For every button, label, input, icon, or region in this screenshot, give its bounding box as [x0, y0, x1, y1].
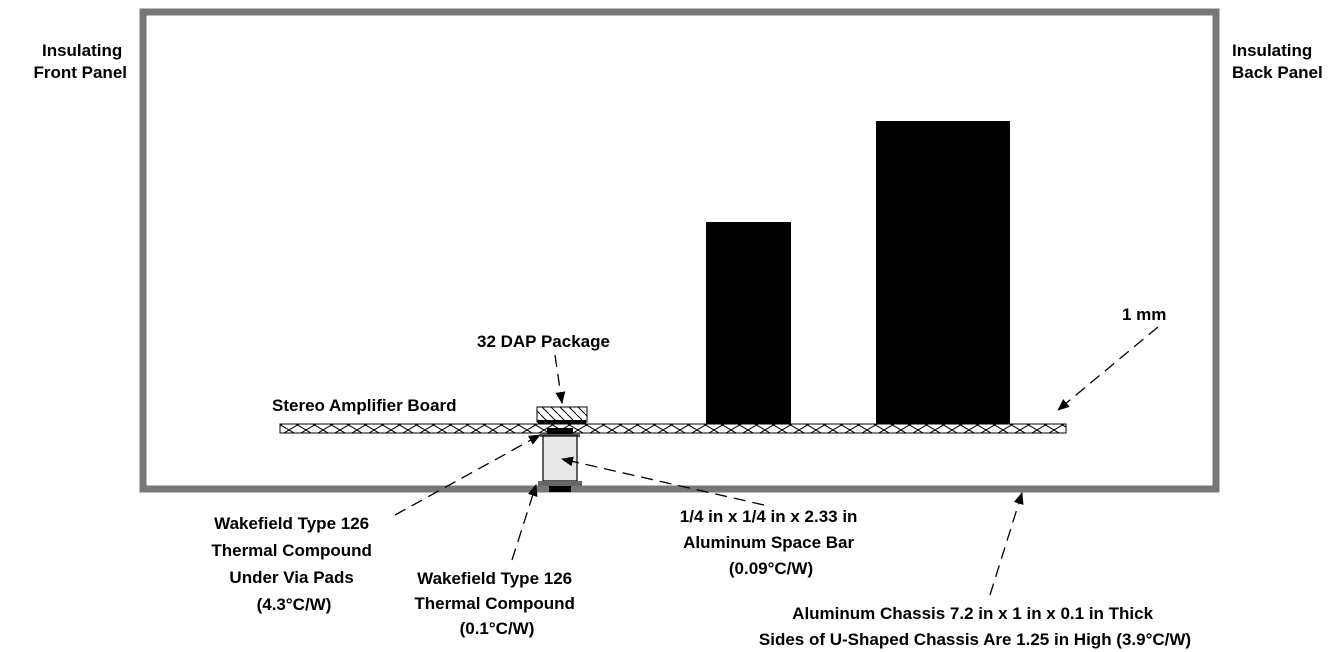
thermal-compound-via-pads-2 [547, 428, 573, 434]
aluminum-chassis [139, 8, 1220, 493]
aluminum-space-bar [542, 435, 578, 482]
dap-package [536, 406, 588, 423]
thickness-label: 1 mm [1122, 305, 1166, 324]
leader-thickness [1057, 326, 1159, 411]
front-panel-label: Insulating Front Panel [33, 41, 127, 82]
thermal-compound-pad [538, 481, 582, 486]
component-block-small [706, 222, 791, 424]
board-label: Stereo Amplifier Board [272, 396, 457, 415]
component-block-large [876, 121, 1010, 424]
leader-compound [511, 484, 538, 561]
thermal-compound-via-pads [540, 433, 580, 437]
leader-chassis [989, 492, 1024, 596]
leader-via-compound [394, 434, 541, 516]
stereo-amplifier-board [279, 423, 1067, 434]
leader-package [554, 354, 566, 404]
back-panel-label: Insulating Back Panel [1232, 41, 1323, 82]
package-label: 32 DAP Package [477, 332, 610, 351]
space-bar-label: 1/4 in x 1/4 in x 2.33 in Aluminum Space… [680, 507, 862, 578]
thermal-compound-pad-dark [549, 486, 571, 492]
compound-via-label: Wakefield Type 126 Thermal Compound Unde… [211, 514, 376, 614]
leader-space-bar [561, 456, 765, 506]
chassis-label: Aluminum Chassis 7.2 in x 1 in x 0.1 in … [759, 604, 1191, 649]
package-pad [538, 420, 586, 424]
compound-label: Wakefield Type 126 Thermal Compound (0.1… [414, 569, 579, 638]
